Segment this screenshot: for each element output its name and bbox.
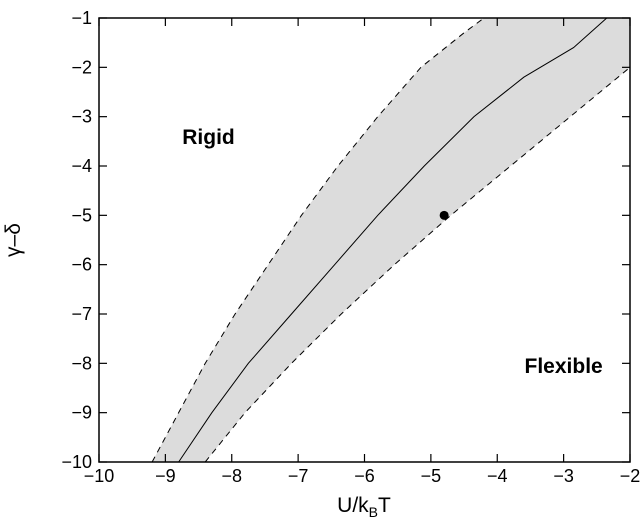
y-tick-label: −6 (71, 255, 92, 275)
band-lower-boundary-line (204, 66, 631, 463)
flexible-region-label: Flexible (525, 355, 603, 378)
y-tick-label: −2 (71, 57, 92, 77)
y-axis-label: γ–δ (2, 223, 25, 257)
y-tick-label: −1 (71, 8, 92, 28)
x-axis-label-main: U/k (337, 494, 369, 517)
x-tick-label: −6 (354, 466, 375, 486)
y-tick-label: −9 (71, 403, 92, 423)
rigid-region-label: Rigid (182, 126, 235, 149)
transition-center-line (178, 17, 608, 463)
y-tick-label: −7 (71, 304, 92, 324)
x-tick-label: −9 (155, 466, 176, 486)
x-tick-label: −3 (553, 466, 574, 486)
plot-area (99, 17, 631, 463)
x-axis-ticks: −10 −9 −8 −7 −6 −5 −4 −3 −2 (84, 18, 641, 486)
y-tick-label: −8 (71, 353, 92, 373)
x-tick-label: −4 (487, 466, 508, 486)
x-tick-label: −8 (221, 466, 242, 486)
x-tick-label: −5 (421, 466, 442, 486)
x-tick-label: −2 (620, 466, 641, 486)
flexibility-band-area (152, 18, 630, 462)
y-tick-label: −10 (61, 452, 92, 472)
x-axis-label-subscript: B (369, 504, 378, 520)
marker-point (439, 210, 449, 220)
x-axis-label-tail: T (378, 494, 391, 517)
y-axis-ticks: −10 −9 −8 −7 −6 −5 −4 −3 −2 −1 (61, 8, 630, 472)
x-tick-label: −10 (84, 466, 115, 486)
band-upper-boundary-line (151, 17, 485, 463)
x-axis-label: U/kBT (337, 494, 391, 520)
y-tick-label: −5 (71, 205, 92, 225)
y-tick-label: −4 (71, 156, 92, 176)
x-tick-label: −7 (288, 466, 309, 486)
y-tick-label: −3 (71, 107, 92, 127)
